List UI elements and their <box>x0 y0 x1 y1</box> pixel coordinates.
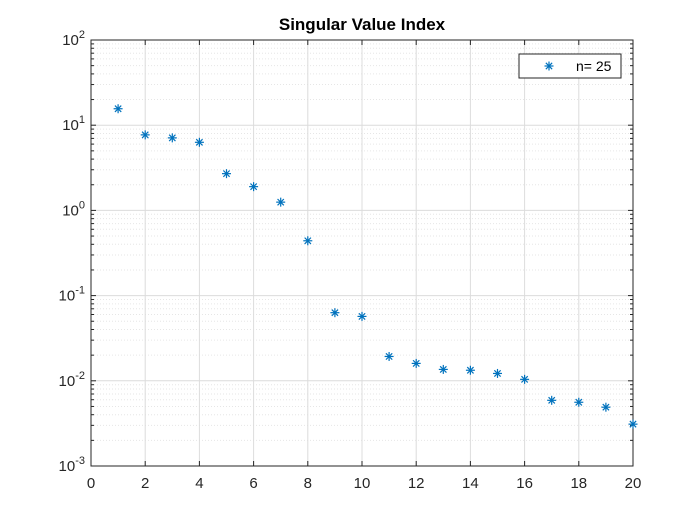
data-point <box>303 236 313 246</box>
data-point <box>167 133 177 143</box>
x-tick-label: 4 <box>195 475 203 492</box>
legend-box <box>518 53 622 79</box>
marker-stroke <box>277 198 285 206</box>
marker-stroke <box>629 420 637 428</box>
data-point <box>140 130 150 140</box>
data-point <box>113 104 123 114</box>
data-point <box>628 419 638 429</box>
marker-stroke <box>141 131 149 139</box>
marker-stroke <box>114 105 122 113</box>
marker-stroke <box>575 398 583 406</box>
axes <box>90 39 634 467</box>
data-point <box>520 374 530 384</box>
marker-stroke <box>385 352 393 361</box>
x-tick-label: 16 <box>516 475 533 492</box>
data-point <box>194 137 204 147</box>
y-tick-label: 10-1 <box>59 285 85 305</box>
y-tick-label: 101 <box>62 114 85 134</box>
tick-labels: 0 2 4 6 8 10 12 14 16 18 20 10-3 10-2 10-1 100 101 102 <box>59 29 642 492</box>
data-point <box>601 402 611 412</box>
data-point <box>330 308 340 318</box>
x-tick-label: 10 <box>354 475 371 492</box>
x-tick-label: 12 <box>408 475 425 492</box>
data-point <box>574 397 584 407</box>
data-point <box>384 351 394 361</box>
marker-stroke <box>304 237 312 245</box>
data-point <box>249 182 259 192</box>
x-tick-label: 6 <box>249 475 257 492</box>
marker-stroke <box>195 138 203 146</box>
y-tick-label: 10-3 <box>59 455 85 475</box>
marker-stroke <box>439 365 447 373</box>
data-point <box>222 169 231 179</box>
data-point <box>493 368 502 378</box>
marker-stroke <box>250 183 258 191</box>
marker-stroke <box>412 359 420 367</box>
legend-label: n= 25 <box>576 58 612 74</box>
y-tick-label: 100 <box>62 199 85 219</box>
x-tick-label: 14 <box>462 475 479 492</box>
marker-stroke <box>168 134 176 142</box>
marker-stroke <box>466 366 474 374</box>
y-tick-label: 102 <box>62 29 85 49</box>
x-tick-label: 18 <box>570 475 587 492</box>
data-point <box>438 364 448 374</box>
marker-stroke <box>358 312 366 320</box>
legend-marker-symbol <box>544 61 554 71</box>
data-point <box>357 311 367 321</box>
data-point <box>411 358 421 368</box>
marker-stroke <box>545 62 553 70</box>
marker-stroke <box>493 369 502 378</box>
legend-marker <box>544 61 554 71</box>
data-point <box>465 365 475 375</box>
x-tick-label: 20 <box>625 475 642 492</box>
data-points <box>113 104 638 429</box>
data-point <box>276 197 286 207</box>
legend: n= 25 <box>518 53 622 79</box>
marker-stroke <box>331 309 339 317</box>
marker-stroke <box>521 375 529 383</box>
x-tick-label: 8 <box>304 475 312 492</box>
y-tick-label: 10-2 <box>59 370 85 390</box>
marker-stroke <box>548 396 556 404</box>
marker-stroke <box>602 403 610 411</box>
chart-title: Singular Value Index <box>279 15 446 34</box>
marker-stroke <box>222 170 231 178</box>
x-tick-label: 0 <box>87 475 95 492</box>
x-tick-label: 2 <box>141 475 149 492</box>
data-point <box>547 395 557 405</box>
